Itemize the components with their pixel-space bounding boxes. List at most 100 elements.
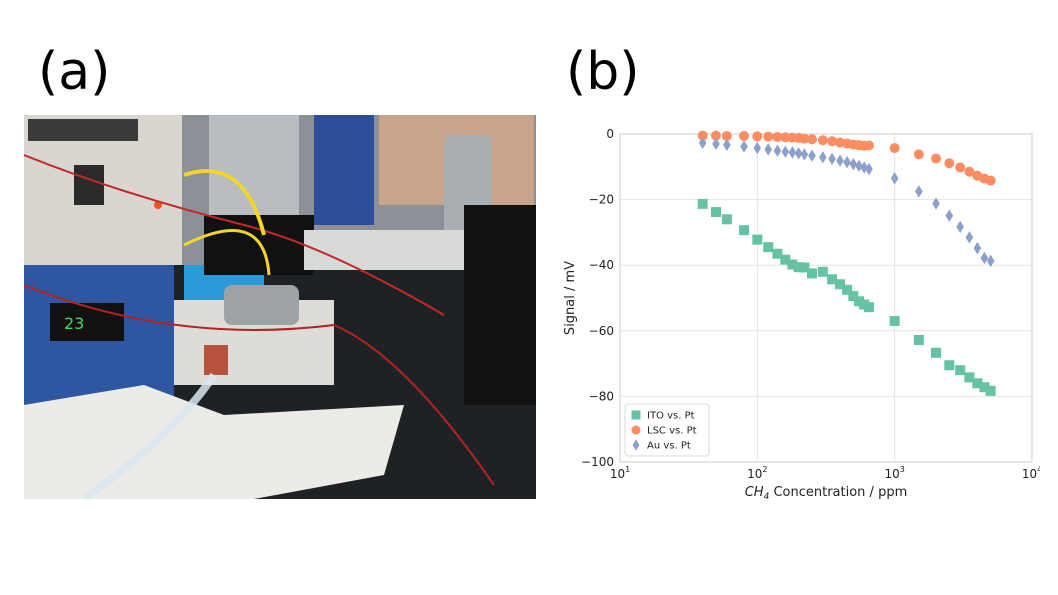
data-point-circle <box>985 175 996 186</box>
data-point-square <box>763 242 774 253</box>
data-point-circle <box>863 140 874 151</box>
data-point-square <box>955 365 966 376</box>
data-point-square <box>913 334 924 345</box>
data-point-circle <box>710 130 721 141</box>
data-point-square <box>710 207 721 218</box>
legend-marker <box>632 439 640 451</box>
data-point-circle <box>827 136 838 147</box>
data-point-square <box>863 302 874 313</box>
data-point-diamond <box>764 143 773 156</box>
x-tick-label: 101 <box>610 465 630 481</box>
data-point-square <box>979 382 990 393</box>
data-point-square <box>835 279 846 290</box>
data-point-square <box>799 262 810 273</box>
data-point-square <box>827 274 838 285</box>
data-point-square <box>806 268 817 279</box>
x-axis-label-species: CH <box>745 485 764 500</box>
y-tick-label: −100 <box>581 455 614 469</box>
svg-text:23: 23 <box>64 314 84 333</box>
data-point-diamond <box>819 151 827 164</box>
data-point-square <box>787 259 798 270</box>
x-tick-label: 104 <box>1022 465 1040 481</box>
data-point-circle <box>772 131 783 142</box>
y-tick-label: −20 <box>589 193 614 207</box>
data-point-square <box>752 234 763 245</box>
data-point-circle <box>752 131 763 142</box>
legend-marker <box>631 425 641 435</box>
data-point-diamond <box>855 159 863 173</box>
data-point-diamond <box>865 162 873 176</box>
data-point-diamond <box>836 154 844 167</box>
data-point-circle <box>780 132 791 143</box>
data-point-square <box>889 315 900 326</box>
panel-label-b: (b) <box>566 42 640 102</box>
data-point-circle <box>817 135 828 146</box>
data-point-square <box>842 284 853 295</box>
y-tick-label: −40 <box>589 258 614 272</box>
x-tick-label: 103 <box>884 465 904 481</box>
data-point-circle <box>964 166 975 177</box>
data-point-square <box>793 262 804 273</box>
data-point-circle <box>931 153 942 164</box>
data-point-diamond <box>740 140 748 153</box>
data-point-diamond <box>753 141 762 155</box>
data-point-diamond <box>808 149 816 162</box>
y-tick-label: 0 <box>606 127 614 141</box>
data-point-diamond <box>698 136 707 150</box>
lab-setup-illustration: 23 <box>24 115 536 499</box>
panel-label-a: (a) <box>38 42 111 102</box>
y-tick-label: −60 <box>589 324 614 338</box>
y-axis-label: Signal / mV <box>563 261 578 335</box>
data-point-diamond <box>788 146 797 159</box>
data-point-square <box>964 372 975 383</box>
x-axis-label-subscript: 4 <box>764 492 770 502</box>
x-axis-label-rest: Concentration / ppm <box>769 485 907 500</box>
x-axis-label: CH4 Concentration / ppm <box>745 485 908 502</box>
data-point-circle <box>739 130 750 141</box>
data-point-circle <box>799 133 810 144</box>
data-point-square <box>697 198 708 209</box>
data-point-circle <box>913 149 924 160</box>
data-point-square <box>931 347 942 358</box>
data-point-diamond <box>849 157 858 171</box>
data-point-square <box>972 378 983 389</box>
data-point-diamond <box>843 156 851 169</box>
data-point-diamond <box>973 241 982 255</box>
data-point-circle <box>955 162 966 173</box>
plot-frame <box>619 133 1033 463</box>
data-point-circle <box>721 130 732 141</box>
x-tick-label: 102 <box>747 465 767 481</box>
data-point-square <box>848 291 859 302</box>
data-point-square <box>772 248 783 259</box>
lab-setup-photo: 23 <box>24 115 536 499</box>
data-point-circle <box>763 131 774 142</box>
data-point-diamond <box>986 254 995 268</box>
data-point-diamond <box>723 138 731 152</box>
legend-box <box>624 403 710 457</box>
data-point-square <box>817 266 828 277</box>
data-point-square <box>780 254 791 265</box>
data-point-circle <box>889 143 900 154</box>
data-point-diamond <box>945 209 954 222</box>
legend: ITO vs. Pt LSC vs. Pt Au vs. Pt <box>624 403 710 457</box>
data-point-circle <box>944 158 955 169</box>
data-point-diamond <box>915 185 923 198</box>
data-point-square <box>944 360 955 371</box>
legend-marker <box>631 410 641 420</box>
data-point-diamond <box>965 231 974 244</box>
data-point-diamond <box>773 144 782 157</box>
data-point-diamond <box>712 137 720 151</box>
data-point-diamond <box>828 152 836 166</box>
legend-label: ITO vs. Pt <box>647 411 695 422</box>
data-point-diamond <box>800 148 809 161</box>
methane-signal-chart: 0 −20 −40 −60 −80 −100 101 102 103 104 Signal / … <box>563 127 1040 502</box>
data-point-square <box>854 296 865 307</box>
data-point-square <box>985 385 996 396</box>
data-point-square <box>721 214 732 225</box>
data-point-square <box>739 225 750 236</box>
data-point-diamond <box>794 147 803 160</box>
data-point-diamond <box>932 197 940 210</box>
y-tick-label: −80 <box>589 389 614 403</box>
legend-label: LSC vs. Pt <box>647 426 697 437</box>
data-point-diamond <box>890 172 899 185</box>
